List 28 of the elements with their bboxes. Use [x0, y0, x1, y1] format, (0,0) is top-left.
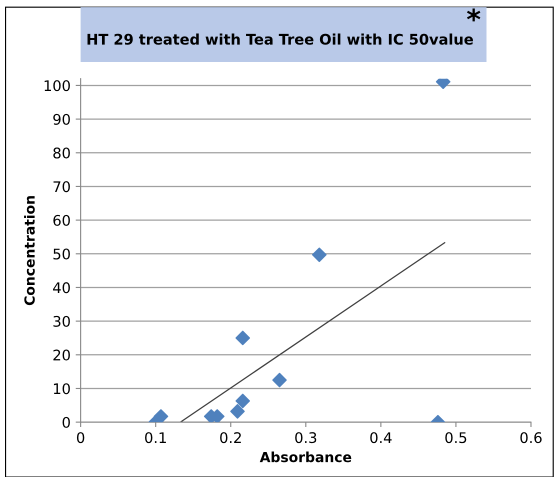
- point: [154, 409, 168, 422]
- y-tick-label: 30: [53, 316, 70, 327]
- x-axis-title: Absorbance: [260, 452, 352, 462]
- chart-title: HT 29 treated with Tea Tree Oil with IC 50value: [88, 33, 473, 45]
- y-tick-label: 20: [53, 350, 70, 361]
- x-tick-label: 0.2: [220, 432, 241, 444]
- y-tick-label: 90: [53, 114, 70, 125]
- x-tick-label: 0.4: [370, 432, 392, 444]
- point: [312, 248, 327, 262]
- y-tick-label: 80: [53, 147, 70, 159]
- x-tick-label: 0.5: [445, 432, 466, 444]
- y-tick-label: 10: [54, 383, 70, 394]
- point: [235, 394, 250, 408]
- y-tick-label: 50: [53, 248, 70, 260]
- y-tick-label: 70: [54, 181, 70, 192]
- y-tick-label: 100: [44, 80, 70, 92]
- point: [235, 330, 250, 346]
- y-tick-label: 40: [53, 282, 70, 294]
- y-axis-title: Concentration: [24, 196, 35, 306]
- x-tick-label: 0: [76, 432, 84, 444]
- x-tick-label: 0.3: [295, 432, 316, 444]
- x-tick-label: 0.6: [520, 432, 542, 444]
- text: *: [466, 8, 480, 22]
- x-tick-label: 0.1: [145, 432, 166, 444]
- point: [230, 404, 245, 419]
- y-tick-label: 0: [62, 416, 70, 428]
- y-tick-label: 60: [53, 214, 70, 226]
- point: [272, 372, 287, 388]
